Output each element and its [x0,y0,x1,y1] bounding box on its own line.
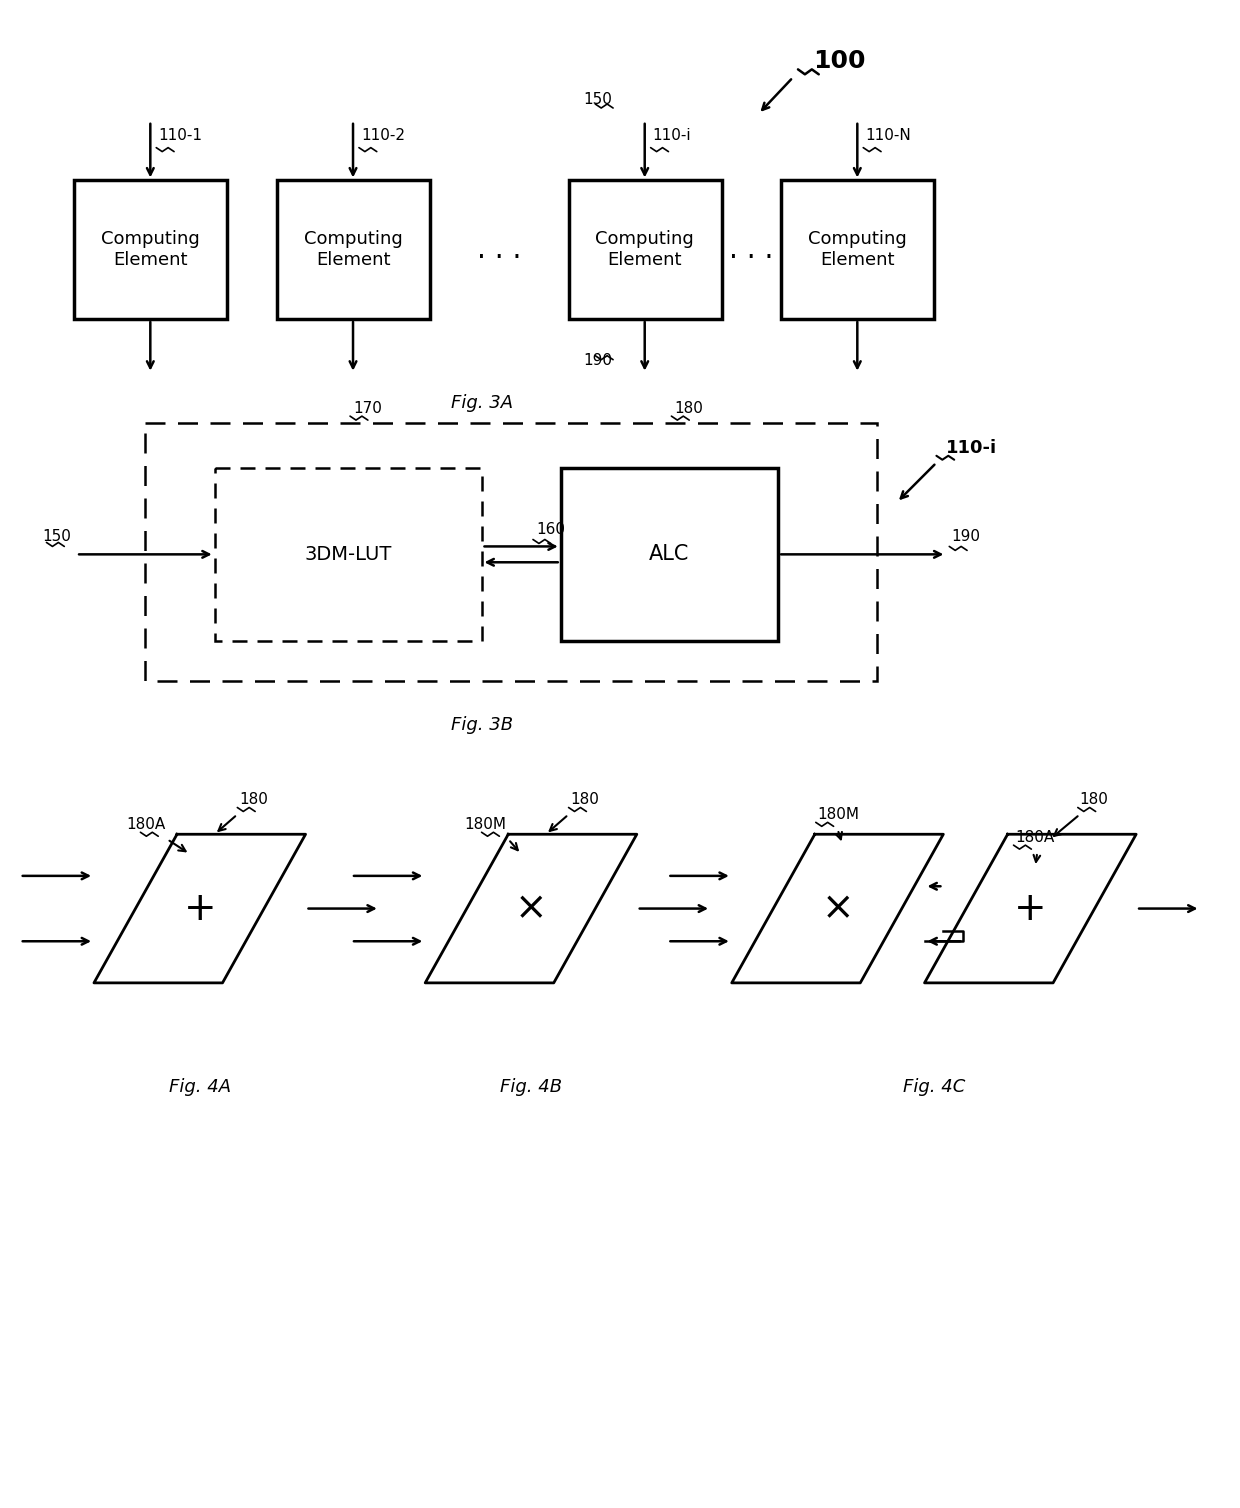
Text: 170: 170 [353,401,382,416]
Text: 190: 190 [951,529,981,544]
Text: 110-2: 110-2 [361,128,405,143]
Text: 100: 100 [812,50,866,74]
Text: 110-i: 110-i [652,128,691,143]
Text: 110-1: 110-1 [159,128,202,143]
Text: Computing
Element: Computing Element [595,231,694,268]
Text: 180M: 180M [817,807,859,822]
Text: Fig. 4A: Fig. 4A [169,1078,231,1096]
Text: Fig. 3B: Fig. 3B [450,716,512,734]
Bar [277,181,430,320]
Bar [74,181,227,320]
Text: +: + [1014,890,1047,927]
Text: 180: 180 [239,792,268,807]
Text: Fig. 4B: Fig. 4B [500,1078,562,1096]
Text: ALC: ALC [650,544,689,564]
Text: 110-N: 110-N [866,128,911,143]
Text: Fig. 4C: Fig. 4C [903,1078,965,1096]
Bar [560,467,779,641]
Text: 3DM-LUT: 3DM-LUT [304,544,392,564]
Text: Computing
Element: Computing Element [808,231,906,268]
Text: ×: × [821,890,854,927]
Text: 180: 180 [675,401,703,416]
Text: 180M: 180M [464,817,506,832]
Text: +: + [184,890,216,927]
Text: Fig. 3A: Fig. 3A [450,394,512,412]
Bar [781,181,935,320]
Text: 150: 150 [42,529,71,544]
Bar [215,467,481,641]
Text: . . .: . . . [476,235,521,264]
Text: Computing
Element: Computing Element [304,231,403,268]
Text: 150: 150 [583,92,613,107]
Text: 180: 180 [570,792,599,807]
Text: 110-i: 110-i [946,439,997,457]
Bar [145,424,877,680]
Text: . . .: . . . [729,235,774,264]
Text: 160: 160 [536,522,565,537]
Text: 180: 180 [1080,792,1109,807]
Bar [569,181,722,320]
Text: ×: × [515,890,547,927]
Text: Computing
Element: Computing Element [100,231,200,268]
Text: 180A: 180A [126,817,165,832]
Text: 190: 190 [583,353,613,368]
Text: 180A: 180A [1016,829,1055,844]
